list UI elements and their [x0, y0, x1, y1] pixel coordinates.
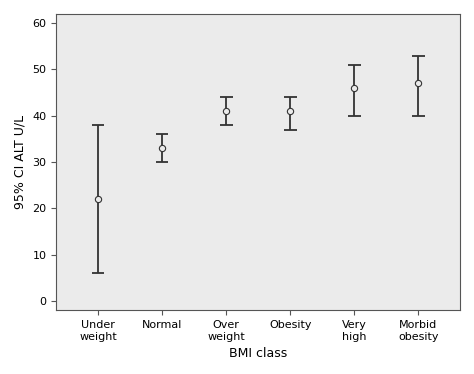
- X-axis label: BMI class: BMI class: [229, 347, 287, 360]
- Y-axis label: 95% CI ALT U/L: 95% CI ALT U/L: [14, 115, 27, 209]
